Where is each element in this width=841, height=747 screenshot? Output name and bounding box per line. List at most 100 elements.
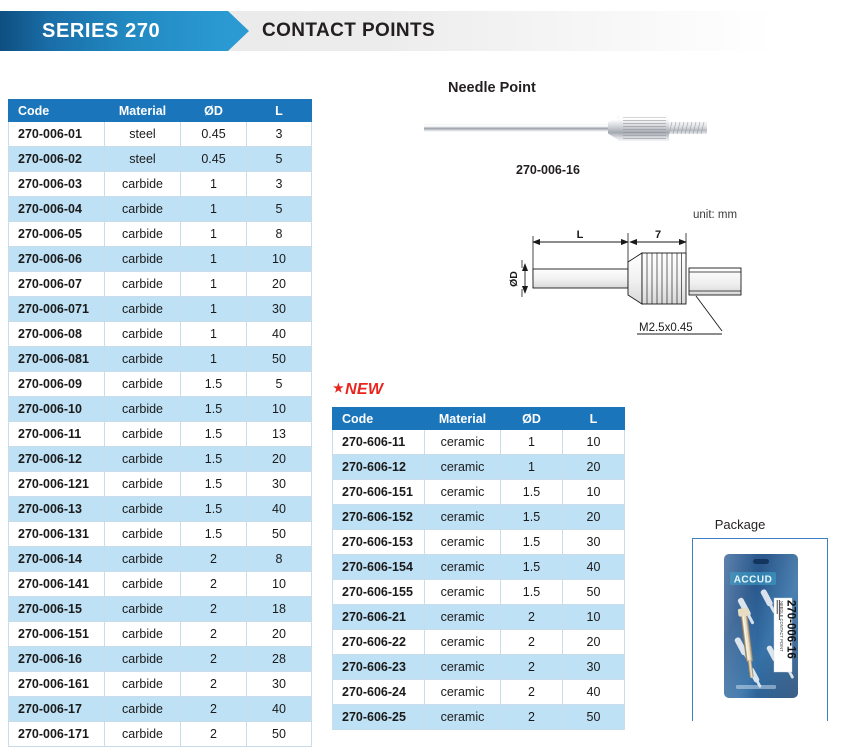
page-header-banner: SERIES 270 CONTACT POINTS xyxy=(0,11,841,51)
table-row: 270-006-131 carbide 1.5 50 xyxy=(8,521,312,547)
cell-length: 3 xyxy=(246,171,312,197)
cell-material: ceramic xyxy=(424,479,501,505)
column-header-length: L xyxy=(562,407,625,430)
cell-material: carbide xyxy=(104,546,181,572)
cell-code: 270-606-155 xyxy=(332,579,425,605)
cell-length: 40 xyxy=(246,696,312,722)
cell-material: carbide xyxy=(104,196,181,222)
cell-material: carbide xyxy=(104,371,181,397)
table-row: 270-006-02 steel 0.45 5 xyxy=(8,146,312,172)
cell-length: 3 xyxy=(246,121,312,147)
cell-length: 10 xyxy=(562,429,625,455)
cell-diameter: 1.5 xyxy=(180,471,247,497)
cell-material: carbide xyxy=(104,721,181,747)
cell-code: 270-606-25 xyxy=(332,704,425,730)
thread-callout-label: M2.5x0.45 xyxy=(639,322,693,334)
table-row: 270-606-22 ceramic 2 20 xyxy=(332,629,625,655)
cell-length: 40 xyxy=(246,496,312,522)
cell-material: ceramic xyxy=(424,629,501,655)
cell-code: 270-606-153 xyxy=(332,529,425,555)
cell-diameter: 2 xyxy=(180,671,247,697)
cell-length: 5 xyxy=(246,196,312,222)
cell-code: 270-006-04 xyxy=(8,196,105,222)
cell-material: ceramic xyxy=(424,429,501,455)
table-row: 270-006-17 carbide 2 40 xyxy=(8,696,312,722)
table-row: 270-006-071 carbide 1 30 xyxy=(8,296,312,322)
cell-material: carbide xyxy=(104,471,181,497)
cell-diameter: 2 xyxy=(180,596,247,622)
cell-material: carbide xyxy=(104,321,181,347)
cell-code: 270-006-13 xyxy=(8,496,105,522)
cell-length: 10 xyxy=(562,604,625,630)
cell-diameter: 1.5 xyxy=(500,529,563,555)
cell-diameter: 1 xyxy=(500,454,563,480)
table-row: 270-006-11 carbide 1.5 13 xyxy=(8,421,312,447)
cell-diameter: 1.5 xyxy=(180,496,247,522)
cell-diameter: 1 xyxy=(180,321,247,347)
cell-code: 270-006-06 xyxy=(8,246,105,272)
cell-material: carbide xyxy=(104,521,181,547)
package-label-code: 270-006-16 xyxy=(785,600,797,659)
cell-material: steel xyxy=(104,146,181,172)
cell-code: 270-606-11 xyxy=(332,429,425,455)
cell-length: 40 xyxy=(562,679,625,705)
new-badge-label: NEW xyxy=(345,381,384,398)
cell-length: 20 xyxy=(246,446,312,472)
needle-point-photo xyxy=(424,115,707,141)
cell-code: 270-006-081 xyxy=(8,346,105,372)
cell-code: 270-606-151 xyxy=(332,479,425,505)
cell-length: 10 xyxy=(562,479,625,505)
cell-length: 10 xyxy=(246,246,312,272)
cell-diameter: 2 xyxy=(500,604,563,630)
cell-diameter: 2 xyxy=(500,629,563,655)
table-row: 270-006-121 carbide 1.5 30 xyxy=(8,471,312,497)
table-row: 270-006-14 carbide 2 8 xyxy=(8,546,312,572)
dimension-label-diameter: ØD xyxy=(508,271,520,287)
column-header-material: Material xyxy=(104,99,181,122)
cell-length: 20 xyxy=(562,454,625,480)
cell-length: 28 xyxy=(246,646,312,672)
cell-length: 40 xyxy=(246,321,312,347)
page-title: CONTACT POINTS xyxy=(262,20,436,41)
cell-code: 270-006-10 xyxy=(8,396,105,422)
main-spec-table: Code Material ØD L 270-006-01 steel 0.45 3 2… xyxy=(8,99,312,747)
table-row: 270-006-081 carbide 1 50 xyxy=(8,346,312,372)
cell-code: 270-006-08 xyxy=(8,321,105,347)
table-row: 270-006-09 carbide 1.5 5 xyxy=(8,371,312,397)
series-label: SERIES 270 xyxy=(42,20,161,42)
banner-arrow-icon xyxy=(228,11,249,51)
cell-length: 50 xyxy=(246,521,312,547)
table-row: 270-006-07 carbide 1 20 xyxy=(8,271,312,297)
table-row: 270-606-25 ceramic 2 50 xyxy=(332,704,625,730)
package-label-desc: NEEDLE CONTACT POINT xyxy=(779,601,784,652)
cell-length: 10 xyxy=(246,571,312,597)
cell-length: 20 xyxy=(246,271,312,297)
cell-diameter: 1.5 xyxy=(500,504,563,530)
cell-diameter: 1.5 xyxy=(180,421,247,447)
cell-code: 270-006-11 xyxy=(8,421,105,447)
table-row: 270-006-161 carbide 2 30 xyxy=(8,671,312,697)
cell-material: carbide xyxy=(104,421,181,447)
needle-point-title: Needle Point xyxy=(448,80,536,96)
cell-code: 270-606-152 xyxy=(332,504,425,530)
cell-material: carbide xyxy=(104,596,181,622)
table-row: 270-006-141 carbide 2 10 xyxy=(8,571,312,597)
main-spec-table-body: 270-006-01 steel 0.45 3 270-006-02 steel 0.45 5… xyxy=(8,121,312,747)
cell-code: 270-006-05 xyxy=(8,221,105,247)
table-row: 270-606-155 ceramic 1.5 50 xyxy=(332,579,625,605)
cell-code: 270-006-151 xyxy=(8,621,105,647)
cell-material: carbide xyxy=(104,621,181,647)
cell-code: 270-606-154 xyxy=(332,554,425,580)
cell-code: 270-006-161 xyxy=(8,671,105,697)
cell-code: 270-006-02 xyxy=(8,146,105,172)
cell-material: carbide xyxy=(104,296,181,322)
cell-length: 30 xyxy=(246,296,312,322)
table-row: 270-006-03 carbide 1 3 xyxy=(8,171,312,197)
cell-code: 270-006-07 xyxy=(8,271,105,297)
cell-diameter: 2 xyxy=(500,679,563,705)
cell-code: 270-606-23 xyxy=(332,654,425,680)
cell-code: 270-006-16 xyxy=(8,646,105,672)
package-photo: ACCUD 270-006-16 NEEDLE CONTACT POINT xyxy=(724,554,798,698)
cell-diameter: 2 xyxy=(500,654,563,680)
cell-length: 50 xyxy=(562,704,625,730)
